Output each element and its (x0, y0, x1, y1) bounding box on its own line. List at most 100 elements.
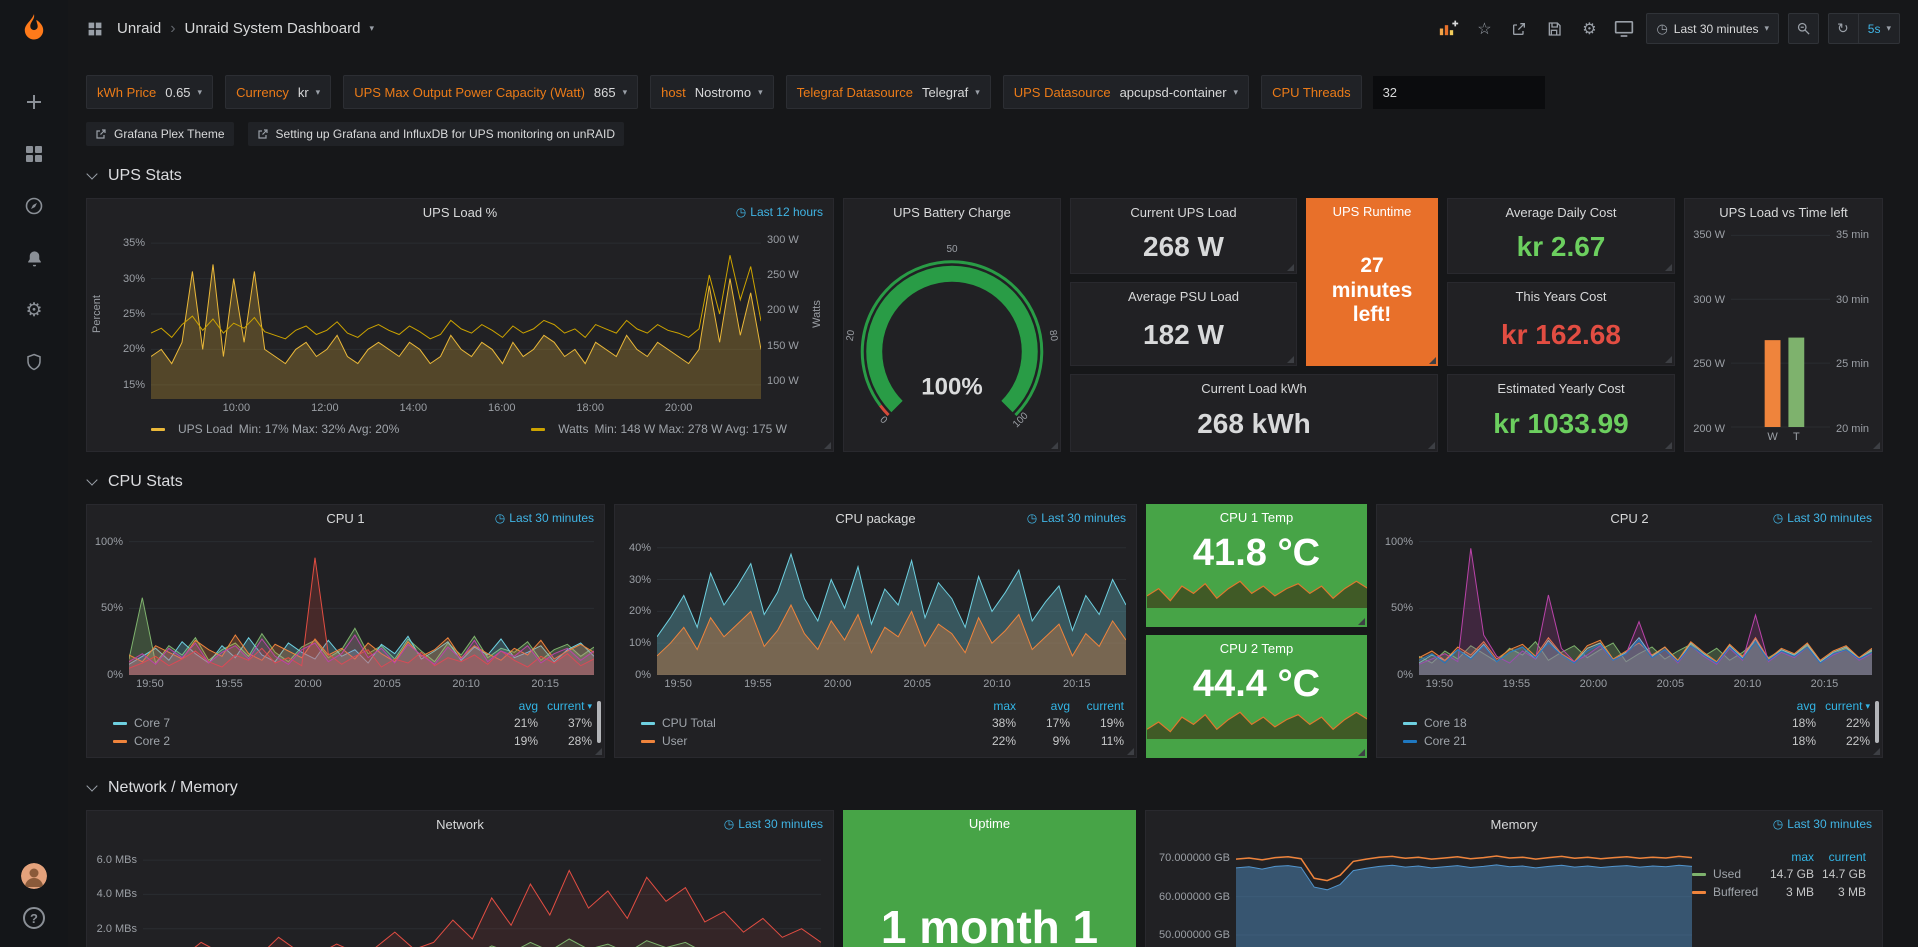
legend-series-name[interactable]: Core 18 (1424, 716, 1467, 730)
variable-kwh-price[interactable]: kWh Price 0.65 ▾ (86, 75, 214, 109)
panel-title[interactable]: Average Daily Cost (1505, 204, 1617, 220)
help-icon[interactable]: ? (23, 907, 45, 929)
panel-title[interactable]: CPU 2 (1610, 510, 1649, 526)
legend-swatch (113, 721, 127, 725)
legend-header[interactable]: avg (518, 699, 538, 713)
breadcrumb-app[interactable]: Unraid (117, 20, 162, 37)
dashboards-icon[interactable] (22, 142, 46, 166)
panel-title[interactable]: Memory (1490, 816, 1538, 832)
legend-series-name[interactable]: User (662, 734, 688, 748)
legend-swatch (641, 721, 655, 725)
legend-series-name[interactable]: Watts (558, 422, 589, 436)
divider (1857, 14, 1859, 43)
user-avatar[interactable] (21, 863, 47, 889)
legend-header[interactable]: avg (1050, 699, 1070, 713)
refresh-button[interactable]: ↻ 5s ▾ (1828, 13, 1900, 44)
variable-telegraf-datasource[interactable]: Telegraf Datasource Telegraf ▾ (785, 75, 991, 109)
legend-series-name[interactable]: CPU Total (662, 716, 716, 730)
ups-stat-group: Current UPS Load 268 W Average PSU Load … (1070, 198, 1438, 452)
time-override-badge[interactable]: ◷ Last 30 minutes (723, 817, 823, 831)
legend-swatch (1692, 890, 1706, 894)
cpu-package-chart[interactable] (657, 535, 1126, 675)
legend-header[interactable]: max (993, 699, 1016, 713)
share-icon[interactable] (1506, 16, 1532, 42)
dashboard-title[interactable]: Unraid System Dashboard (184, 20, 361, 37)
y-axis-ticks-right: 35 min 30 min 25 min 20 min (1836, 229, 1870, 435)
panel-title[interactable]: This Years Cost (1515, 288, 1607, 304)
cpu2-chart[interactable] (1419, 535, 1872, 675)
time-picker[interactable]: ◷ Last 30 minutes ▾ (1646, 13, 1780, 44)
cpu-threads-input[interactable] (1372, 75, 1545, 109)
legend-series-name[interactable]: Buffered (1713, 885, 1759, 899)
legend-header[interactable]: current (1086, 699, 1124, 713)
add-panel-icon[interactable] (1436, 16, 1462, 42)
grafana-logo-icon[interactable] (17, 12, 51, 46)
panel-title[interactable]: CPU package (835, 510, 916, 526)
time-override-badge[interactable]: ◷ Last 12 hours (735, 205, 823, 219)
legend-series-name[interactable]: Used (1713, 867, 1742, 881)
zoom-out-button[interactable] (1788, 13, 1820, 44)
time-override-badge[interactable]: ◷ Last 30 minutes (1026, 511, 1126, 525)
panel-title[interactable]: Uptime (968, 815, 1011, 831)
caret-down-icon: ▾ (622, 86, 628, 97)
link-grafana-plex-theme[interactable]: Grafana Plex Theme (86, 122, 234, 146)
explore-compass-icon[interactable] (22, 194, 46, 218)
legend-header[interactable]: avg (1796, 699, 1816, 713)
panel-title[interactable]: CPU 1 Temp (1219, 509, 1294, 525)
panel-title[interactable]: UPS Load vs Time left (1719, 204, 1848, 220)
panel-average-psu-load: Average PSU Load 182 W (1070, 282, 1297, 366)
legend-scrollbar[interactable] (597, 701, 601, 743)
cpu1-chart[interactable] (129, 535, 594, 675)
panel-title[interactable]: CPU 2 Temp (1219, 640, 1294, 656)
variable-ups-max-output[interactable]: UPS Max Output Power Capacity (Watt) 865… (343, 75, 639, 109)
link-ups-monitoring-guide[interactable]: Setting up Grafana and InfluxDB for UPS … (247, 122, 625, 146)
legend-swatch (1403, 721, 1417, 725)
chart-legend: max avg current CPU Total 38% 17% 19% Us… (615, 693, 1136, 754)
legend-series-name[interactable]: Core 2 (134, 734, 171, 748)
section-cpu-stats[interactable]: CPU Stats (86, 472, 1883, 492)
time-override-badge[interactable]: ◷ Last 30 minutes (494, 511, 594, 525)
server-admin-shield-icon[interactable] (22, 350, 46, 374)
star-icon[interactable]: ☆ (1477, 20, 1492, 38)
cycle-view-monitor-icon[interactable] (1611, 16, 1637, 42)
panel-title[interactable]: CPU 1 (326, 510, 365, 526)
alerting-bell-icon[interactable] (22, 246, 46, 270)
legend-series-name[interactable]: Core 21 (1424, 734, 1467, 748)
variable-host[interactable]: host Nostromo ▾ (650, 75, 774, 109)
panel-title[interactable]: UPS Load % (422, 204, 498, 220)
navbar: Unraid › Unraid System Dashboard ▾ ☆ ⚙ ◷… (68, 0, 1918, 57)
panel-title[interactable]: UPS Runtime (1332, 203, 1412, 219)
dashboard-picker-grid-icon[interactable] (82, 16, 108, 42)
panel-title[interactable]: Current UPS Load (1130, 204, 1237, 220)
time-override-badge[interactable]: ◷ Last 30 minutes (1772, 817, 1872, 831)
legend-series-name[interactable]: UPS Load (178, 422, 233, 436)
legend-header[interactable]: current (1828, 850, 1866, 864)
configuration-gear-icon[interactable]: ⚙ (25, 299, 43, 321)
section-ups-stats[interactable]: UPS Stats (86, 166, 1883, 186)
variable-currency[interactable]: Currency kr ▾ (225, 75, 332, 109)
create-plus-icon[interactable] (22, 90, 46, 114)
save-icon[interactable] (1541, 16, 1567, 42)
legend-header[interactable]: max (1791, 850, 1814, 864)
legend-series-name[interactable]: Core 7 (134, 716, 171, 730)
network-chart[interactable] (143, 843, 821, 947)
legend-scrollbar[interactable] (1875, 701, 1879, 743)
panel-title[interactable]: Network (436, 816, 484, 832)
memory-chart[interactable] (1236, 843, 1692, 947)
legend-header-sorted[interactable]: current ▾ (1825, 699, 1870, 713)
ups-load-chart[interactable] (151, 229, 761, 399)
section-network-memory[interactable]: Network / Memory (86, 778, 1883, 798)
panel-title[interactable]: Average PSU Load (1127, 288, 1240, 304)
dashboard-settings-gear-icon[interactable]: ⚙ (1582, 20, 1597, 38)
time-override-badge[interactable]: ◷ Last 30 minutes (1772, 511, 1872, 525)
chart-legend: avg current ▾ Core 7 21% 37% Core 2 19% 2… (87, 693, 604, 754)
stat-value: kr 1033.99 (1493, 408, 1629, 439)
panel-title[interactable]: UPS Battery Charge (893, 204, 1011, 220)
panel-title[interactable]: Estimated Yearly Cost (1497, 380, 1625, 396)
caret-down-icon[interactable]: ▾ (369, 23, 374, 33)
variable-ups-datasource[interactable]: UPS Datasource apcupsd-container ▾ (1002, 75, 1250, 109)
panel-title[interactable]: Current Load kWh (1201, 380, 1307, 396)
variable-cpu-threads: CPU Threads (1261, 75, 1545, 109)
legend-header-sorted[interactable]: current ▾ (547, 699, 592, 713)
